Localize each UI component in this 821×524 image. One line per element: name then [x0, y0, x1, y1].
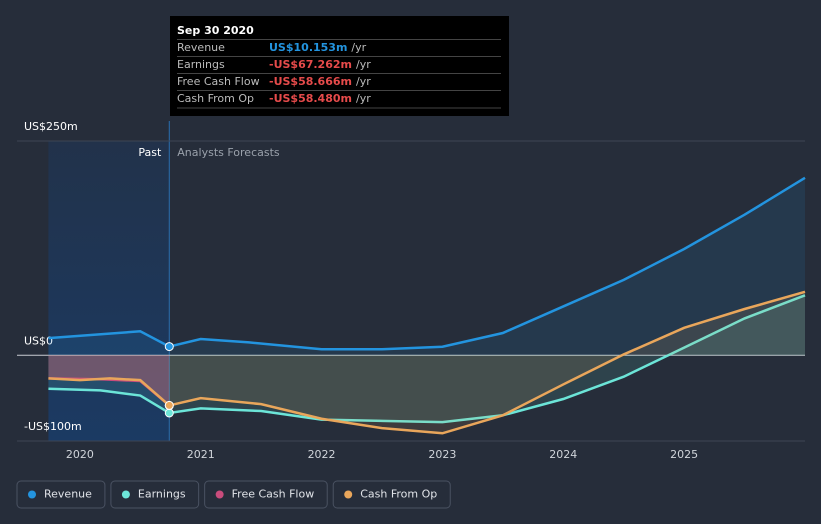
legend-box[interactable] — [332, 480, 451, 509]
series-line — [48, 290, 806, 435]
tooltip-value: -US$67.262m/yr — [269, 58, 371, 71]
legend: Revenue Earnings Free Cash Flow Cash From O… — [16, 480, 451, 509]
legend-item[interactable]: Earnings — [110, 480, 200, 509]
x-tick-label: 2025 — [670, 448, 698, 461]
tooltip: Sep 30 2020 Revenue US$10.153m/yr Earnings… — [170, 16, 509, 116]
tooltip-label: Cash From Op — [177, 92, 254, 105]
tooltip-title: Sep 30 2020 — [177, 24, 254, 37]
legend-label: Cash From Op — [360, 488, 437, 501]
legend-box[interactable] — [110, 480, 200, 509]
y-tick-label: US$250m — [24, 120, 78, 133]
legend-label: Free Cash Flow — [232, 488, 315, 501]
tooltip-value-text: -US$67.262m — [269, 58, 352, 71]
tooltip-value: US$10.153m/yr — [269, 41, 367, 54]
series-area — [48, 177, 805, 356]
tooltip-value: -US$58.480m/yr — [269, 92, 371, 105]
plot: Past Analysts Forecasts US$250m US$0 -US$100… — [17, 120, 806, 461]
legend-label: Revenue — [44, 488, 92, 501]
legend-box[interactable] — [16, 480, 106, 509]
tooltip-label: Earnings — [177, 58, 225, 71]
legend-item[interactable]: Revenue — [16, 480, 106, 509]
legend-swatch — [121, 490, 130, 499]
tooltip-value-text: -US$58.666m — [269, 75, 352, 88]
marker — [164, 408, 174, 418]
past-label: Past — [138, 146, 162, 159]
tooltip-value-text: -US$58.480m — [269, 92, 352, 105]
tooltip-unit: /yr — [356, 92, 371, 105]
x-tick-label: 2022 — [308, 448, 336, 461]
legend-swatch — [215, 490, 224, 499]
marker — [164, 342, 174, 352]
x-tick-label: 2024 — [549, 448, 577, 461]
tooltip-label: Revenue — [177, 41, 225, 54]
marker — [164, 400, 174, 410]
tooltip-box — [170, 16, 509, 116]
legend-item[interactable]: Cash From Op — [332, 480, 451, 509]
x-tick-label: 2020 — [66, 448, 94, 461]
series-line — [48, 176, 806, 351]
y-tick-label: -US$100m — [24, 420, 82, 433]
series-area — [48, 355, 170, 406]
tooltip-unit: /yr — [351, 41, 366, 54]
x-tick-label: 2021 — [187, 448, 215, 461]
legend-box[interactable] — [204, 480, 328, 509]
tooltip-label: Free Cash Flow — [177, 75, 260, 88]
series-area — [48, 291, 805, 434]
tooltip-unit: /yr — [356, 75, 371, 88]
legend-swatch — [28, 490, 36, 499]
series-line — [48, 294, 806, 424]
x-tick-label: 2023 — [428, 448, 456, 461]
legend-label: Earnings — [138, 488, 186, 501]
series-area — [48, 295, 805, 423]
legend-item[interactable]: Free Cash Flow — [204, 480, 328, 509]
forecast-label: Analysts Forecasts — [177, 146, 280, 159]
tooltip-value-text: US$10.153m — [269, 41, 347, 54]
tooltip-unit: /yr — [356, 58, 371, 71]
tooltip-value: -US$58.666m/yr — [269, 75, 371, 88]
legend-swatch — [344, 490, 353, 499]
y-tick-label: US$0 — [24, 334, 53, 347]
